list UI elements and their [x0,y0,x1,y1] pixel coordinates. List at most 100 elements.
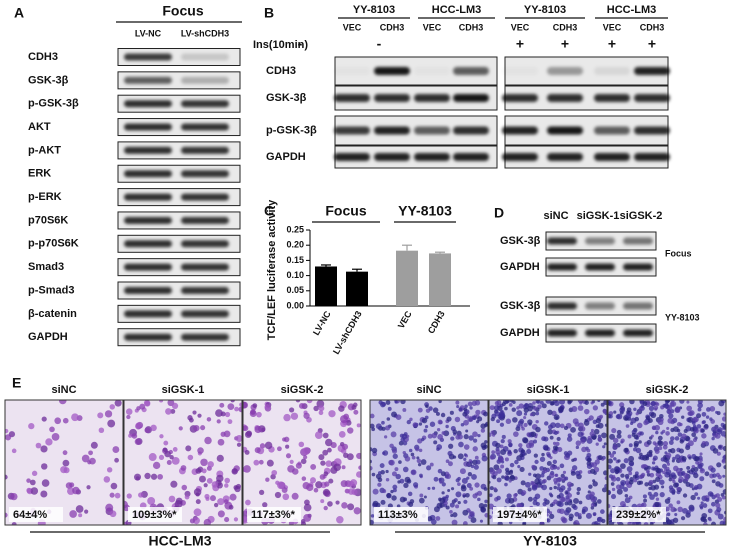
cell [318,454,325,461]
group-label: HCC-LM3 [607,4,657,16]
cell [185,445,192,452]
cell [62,450,68,456]
cell [139,403,146,410]
cell [30,487,39,495]
cell [403,482,409,488]
cell [41,463,48,470]
cell [608,450,612,456]
cell [671,477,675,482]
cell [346,453,354,461]
cell [418,448,423,453]
cell [86,485,91,490]
cell [424,424,429,429]
cell [398,440,404,446]
cell [291,468,299,475]
cell [144,472,151,480]
cell [723,516,726,523]
cell [513,448,518,454]
cell [553,477,559,483]
cell [645,456,650,461]
cell [516,424,521,428]
cell [716,462,722,468]
cell [723,412,726,416]
cell [327,501,333,507]
cell [545,400,551,404]
cell [634,471,639,476]
cell [615,477,621,482]
blot-band [414,153,450,161]
cell [180,465,187,471]
row-label: p70S6K [28,214,68,226]
cell [465,429,469,433]
blot-frame [117,71,241,90]
cell [662,463,667,469]
cell [483,487,488,491]
cell [672,456,676,461]
cell [563,425,569,431]
cell [496,468,502,474]
cell [504,406,508,411]
cell [612,437,619,444]
cell [467,401,473,407]
cell [613,410,617,414]
cell [659,492,665,498]
x-tick-label: LV-NC [311,309,333,337]
blot-band [374,126,410,135]
cell [470,517,477,524]
blot-band [124,240,172,248]
cell [575,445,580,450]
cell [467,416,474,423]
cell [381,420,385,425]
group-label: YY-8103 [524,4,566,16]
cell [548,424,553,430]
cell [552,459,558,464]
cell [597,455,603,461]
cell [610,482,615,486]
cell [573,519,580,525]
cell [445,473,452,479]
treatment-sign: + [648,36,656,52]
blot-frame [117,281,241,300]
lane-label: VEC [603,22,622,32]
cell [712,473,717,478]
cell [216,474,224,483]
micrograph-frame [242,399,362,526]
cell [562,470,567,474]
cell [586,463,593,469]
cell [595,442,599,446]
cell [472,431,478,438]
cell [26,478,31,483]
cell [642,494,647,499]
cell [667,410,672,415]
cell [266,459,274,467]
lane-label: CDH3 [553,22,578,32]
row-label: GSK-3β [500,235,541,247]
cell [670,448,676,454]
cell [454,416,461,423]
blot-frame [117,211,241,230]
cell [88,450,93,456]
cell [134,473,142,481]
cell [313,405,319,412]
cell [441,431,446,435]
cell [395,473,401,480]
blot-frame [117,118,241,137]
cell [496,419,501,424]
cell [528,472,532,476]
cell [577,400,584,404]
cell [561,517,568,524]
cell [557,501,564,508]
blot-band [623,302,653,310]
cell [542,501,547,507]
cell [463,453,467,457]
cell [513,493,518,498]
cell [456,405,460,409]
cell [282,437,287,442]
cell [673,465,679,472]
micrograph [5,400,123,525]
cell [455,400,460,405]
blot-band [181,76,229,84]
cell [565,452,571,458]
cell [540,473,545,478]
image-title: siGSK-2 [646,384,689,396]
